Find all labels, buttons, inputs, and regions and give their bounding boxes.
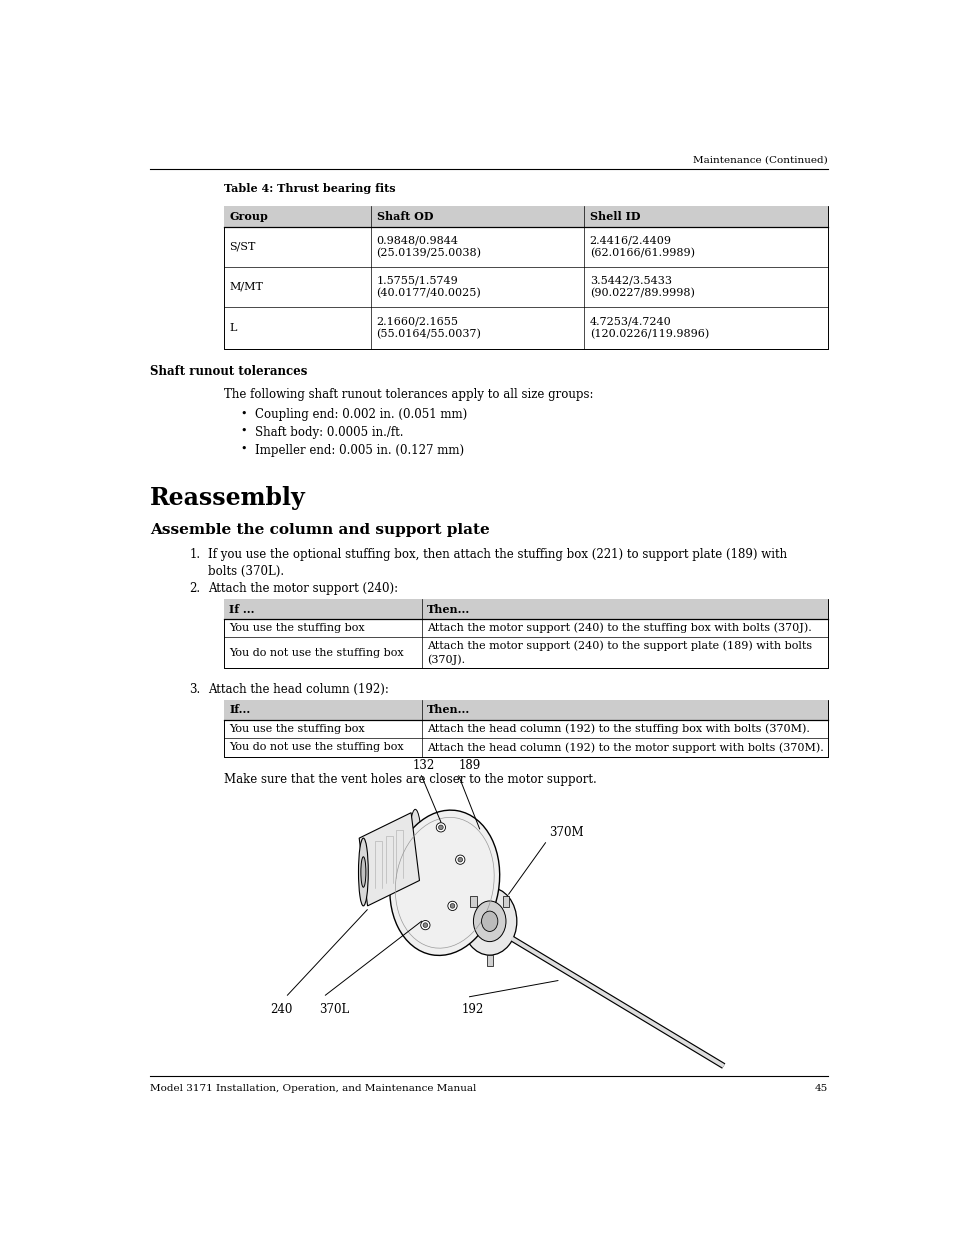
Text: •: • xyxy=(240,426,246,436)
Bar xyxy=(502,897,509,908)
Text: Coupling end: 0.002 in. (0.051 mm): Coupling end: 0.002 in. (0.051 mm) xyxy=(254,409,467,421)
Text: S/ST: S/ST xyxy=(229,242,255,252)
Ellipse shape xyxy=(450,904,455,908)
Bar xyxy=(224,599,827,668)
Text: M/MT: M/MT xyxy=(229,282,263,291)
Text: 192: 192 xyxy=(461,1003,483,1016)
Text: Table 4: Thrust bearing fits: Table 4: Thrust bearing fits xyxy=(224,184,395,194)
Text: 1.: 1. xyxy=(190,548,200,561)
Text: You do not use the stuffing box: You do not use the stuffing box xyxy=(229,742,403,752)
Text: •: • xyxy=(240,443,246,454)
Text: Shell ID: Shell ID xyxy=(589,211,639,222)
Text: L: L xyxy=(229,324,236,333)
Ellipse shape xyxy=(422,923,427,927)
Ellipse shape xyxy=(358,839,368,906)
Text: Shaft OD: Shaft OD xyxy=(376,211,433,222)
Polygon shape xyxy=(359,813,419,906)
Bar xyxy=(486,955,493,966)
Text: 2.: 2. xyxy=(190,583,200,595)
Text: Shaft runout tolerances: Shaft runout tolerances xyxy=(150,364,307,378)
Text: Then...: Then... xyxy=(427,704,470,715)
Text: 1.5755/1.5749
(40.0177/40.0025): 1.5755/1.5749 (40.0177/40.0025) xyxy=(376,275,481,299)
Text: 2.1660/2.1655
(55.0164/55.0037): 2.1660/2.1655 (55.0164/55.0037) xyxy=(376,316,481,340)
Ellipse shape xyxy=(481,911,497,931)
Text: Attach the motor support (240):: Attach the motor support (240): xyxy=(208,583,398,595)
Text: 240: 240 xyxy=(270,1003,293,1016)
Bar xyxy=(224,700,827,720)
Text: Maintenance (Continued): Maintenance (Continued) xyxy=(692,156,827,164)
Text: Assemble the column and support plate: Assemble the column and support plate xyxy=(150,524,490,537)
Bar xyxy=(224,599,827,619)
Text: 4.7253/4.7240
(120.0226/119.9896): 4.7253/4.7240 (120.0226/119.9896) xyxy=(589,316,708,340)
Ellipse shape xyxy=(390,810,499,956)
Text: Group: Group xyxy=(229,211,268,222)
Text: The following shaft runout tolerances apply to all size groups:: The following shaft runout tolerances ap… xyxy=(224,388,593,400)
Text: Shaft body: 0.0005 in./ft.: Shaft body: 0.0005 in./ft. xyxy=(254,426,403,440)
Text: 45: 45 xyxy=(814,1084,827,1093)
Bar xyxy=(224,206,827,350)
Text: 132: 132 xyxy=(412,758,434,772)
Text: If ...: If ... xyxy=(229,604,254,615)
Text: Model 3171 Installation, Operation, and Maintenance Manual: Model 3171 Installation, Operation, and … xyxy=(150,1084,476,1093)
Text: 370L: 370L xyxy=(319,1003,349,1016)
Ellipse shape xyxy=(447,902,456,910)
Text: You do not use the stuffing box: You do not use the stuffing box xyxy=(229,647,403,657)
Text: If...: If... xyxy=(229,704,251,715)
Text: 2.4416/2.4409
(62.0166/61.9989): 2.4416/2.4409 (62.0166/61.9989) xyxy=(589,235,694,258)
Text: Attach the motor support (240) to the stuffing box with bolts (370J).: Attach the motor support (240) to the st… xyxy=(427,622,811,634)
Bar xyxy=(224,206,827,227)
Text: Make sure that the vent holes are closer to the motor support.: Make sure that the vent holes are closer… xyxy=(224,773,596,787)
Text: 370M: 370M xyxy=(549,826,583,839)
Ellipse shape xyxy=(409,809,421,884)
Text: Reassembly: Reassembly xyxy=(150,487,306,510)
Text: 0.9848/0.9844
(25.0139/25.0038): 0.9848/0.9844 (25.0139/25.0038) xyxy=(376,235,481,258)
Text: Attach the motor support (240) to the support plate (189) with bolts
(370J).: Attach the motor support (240) to the su… xyxy=(427,641,811,664)
Ellipse shape xyxy=(420,920,430,930)
Text: 3.: 3. xyxy=(190,683,200,697)
Text: 3.5442/3.5433
(90.0227/89.9998): 3.5442/3.5433 (90.0227/89.9998) xyxy=(589,275,694,299)
Text: Then...: Then... xyxy=(427,604,470,615)
Text: 189: 189 xyxy=(458,758,480,772)
Ellipse shape xyxy=(436,823,445,832)
Text: If you use the optional stuffing box, then attach the stuffing box (221) to supp: If you use the optional stuffing box, th… xyxy=(208,548,786,578)
Ellipse shape xyxy=(360,857,366,887)
Ellipse shape xyxy=(438,825,443,830)
Bar xyxy=(224,700,827,757)
Text: Attach the head column (192) to the motor support with bolts (370M).: Attach the head column (192) to the moto… xyxy=(427,742,822,752)
Ellipse shape xyxy=(473,902,505,941)
Text: Attach the head column (192) to the stuffing box with bolts (370M).: Attach the head column (192) to the stuf… xyxy=(427,724,809,734)
Text: •: • xyxy=(240,409,246,419)
Text: Attach the head column (192):: Attach the head column (192): xyxy=(208,683,389,697)
Ellipse shape xyxy=(456,855,464,864)
Text: You use the stuffing box: You use the stuffing box xyxy=(229,622,365,632)
Ellipse shape xyxy=(457,857,462,862)
Ellipse shape xyxy=(462,888,517,955)
Text: Impeller end: 0.005 in. (0.127 mm): Impeller end: 0.005 in. (0.127 mm) xyxy=(254,443,463,457)
Bar xyxy=(470,897,476,908)
Text: You use the stuffing box: You use the stuffing box xyxy=(229,724,365,734)
